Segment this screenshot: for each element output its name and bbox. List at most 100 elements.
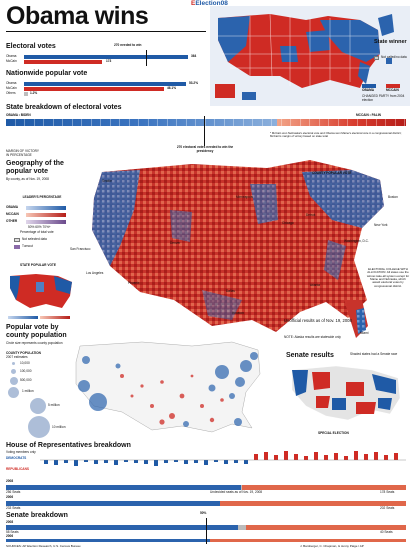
state-popular-label: STATE POPULAR VOTE — [20, 263, 57, 267]
geo-turnout-label: Turnout — [22, 244, 33, 248]
city-houston: Houston — [232, 311, 244, 315]
electoral-obama-value: 364 — [191, 54, 197, 58]
city-detroit: Detroit — [306, 213, 316, 217]
geo-pct: 50% 60% 70%+ — [28, 225, 51, 229]
brand-logo: EElection08 — [191, 0, 228, 7]
house-2006-right: 202 Seats — [380, 506, 395, 510]
county-vote-map — [92, 160, 384, 338]
legend-mccain-label: MCCAIN — [386, 88, 399, 92]
popular-obama-value: 53.2% — [189, 81, 199, 85]
popular-others-value: 1.2% — [30, 91, 38, 95]
house-heading: House of Representatives breakdown — [6, 442, 131, 449]
popular-mccain-label: McCain — [6, 86, 17, 90]
city-chicago: Chicago — [282, 221, 294, 225]
statebreak-note: * McCain won Nebraska's electoral vote a… — [270, 131, 402, 139]
senate-break-pct: 50% — [200, 511, 207, 515]
electoral-obama-label: Obama — [6, 54, 17, 58]
size-5m-label: 5 million — [48, 403, 60, 407]
popular-mccain-bar — [24, 87, 164, 91]
county-pop-year: 2007 estimates — [6, 355, 28, 359]
city-washington: Washington, D.C. — [344, 239, 369, 243]
size-key-10k — [12, 362, 15, 365]
city-new-york: New York — [374, 223, 388, 227]
house-2006-year: 2006 — [6, 495, 14, 499]
geo-mccain-label: MCCAIN — [6, 212, 19, 216]
house-rep-label: REPUBLICANS — [6, 467, 30, 471]
statebreak-right-label: MCCAIN • PALIN — [356, 113, 381, 117]
size-key-10m — [28, 416, 50, 438]
senate-2008-year: 2008 — [6, 520, 14, 524]
geo-nodata-label: Not selected data — [22, 237, 47, 241]
changed-party-label: CHANGED PARTY from 2004 election — [362, 94, 405, 102]
electoral-heading: Electoral votes — [6, 43, 56, 50]
electoral-obama-bar — [24, 55, 188, 59]
geo-other-label: OTHER — [6, 219, 18, 223]
geo-other-scale — [26, 220, 66, 224]
city-seattle: Seattle — [102, 179, 112, 183]
legend-not-called-label: Not called/no data — [381, 55, 407, 59]
house-dem-label: DEMOCRATS — [6, 456, 27, 460]
senate-2008-left: 58 Seats — [6, 530, 19, 534]
house-2006-bar — [6, 501, 406, 506]
state-popular-scale-mccain — [40, 316, 70, 319]
geo-nodata-swatch — [14, 238, 20, 242]
city-phoenix: Phoenix — [128, 281, 140, 285]
house-2008-year: 2008 — [6, 479, 14, 483]
popular-heading: Nationwide popular vote — [6, 70, 88, 77]
geo-county-popular-label: COUNTY POPULAR VOTE — [312, 171, 352, 175]
state-popular-scale-obama — [8, 316, 38, 319]
senate-2008-right: 40 Seats — [380, 530, 393, 534]
geo-obama-scale — [26, 206, 66, 210]
county-pop-sub: Circle size represents county population — [6, 341, 63, 345]
senate-2006-year: 2006 — [6, 534, 14, 538]
footer-sources: SOURCES: AP Election Research, U.S. Cens… — [6, 544, 81, 548]
geo-sub: By county, as of Nov. 19, 2008 — [6, 177, 49, 181]
statebreak-margin2: IN PERCENTAGE — [6, 153, 32, 157]
statebreak-270-line — [204, 116, 205, 146]
geo-obama-label: OBAMA — [6, 205, 19, 209]
geo-heading: Geography of the popular vote — [6, 160, 64, 175]
house-2008-left: 256 Seats — [6, 490, 21, 494]
city-denver: Denver — [170, 241, 181, 245]
size-500k-label: 500,000 — [20, 378, 32, 382]
state-winner-map — [210, 6, 410, 106]
geo-mccain-scale — [26, 213, 66, 217]
unofficial-note: NOTE: Alaska results are statewide only — [284, 335, 341, 339]
city-atlanta: Atlanta — [310, 283, 320, 287]
college-note: ELECTORAL COLLEGE WITH ALLOCATION: All s… — [366, 267, 410, 288]
city-dallas: Dallas — [226, 289, 235, 293]
senate-2006-bar — [6, 539, 406, 542]
size-1m-label: 1 million — [22, 389, 34, 393]
geo-leader-label: LEADER'S PERCENTAGE — [22, 195, 62, 199]
county-pop-label: COUNTY POPULATION — [6, 351, 41, 355]
senate-2008-bar — [6, 525, 406, 530]
size-key-100k — [11, 369, 16, 374]
electoral-270-line — [146, 50, 147, 66]
house-2008-bar — [6, 485, 406, 490]
statebreak-needed: 270 electoral votes needed to win the pr… — [176, 145, 234, 153]
state-winner-heading: State winner — [374, 39, 407, 45]
house-2008-right: 178 Seats — [380, 490, 395, 494]
legend-not-called-swatch — [374, 56, 379, 60]
state-popular-map — [10, 274, 72, 308]
legend-obama-swatch — [362, 84, 376, 88]
electoral-mccain-label: McCain — [6, 59, 17, 63]
statebreak-margin: MARGIN OF VICTORY — [6, 149, 39, 153]
page-title: Obama wins — [6, 2, 149, 30]
statebreak-heading: State breakdown of electoral votes — [6, 104, 122, 111]
county-pop-heading: Popular vote by county population — [6, 324, 67, 339]
popular-mccain-value: 46.1% — [167, 86, 177, 90]
size-10k-label: 10,000 — [20, 361, 30, 365]
popular-obama-bar — [24, 82, 186, 86]
senate-sub: Shaded states had a Senate race — [350, 352, 398, 356]
city-los-angeles: Los Angeles — [86, 271, 104, 275]
senate-heading: Senate results — [286, 352, 334, 359]
city-miami: Miami — [360, 331, 369, 335]
senate-break-heading: Senate breakdown — [6, 512, 68, 519]
electoral-mccain-bar — [24, 60, 102, 64]
geo-pct-label: Percentage of total vote — [20, 230, 54, 234]
electoral-mccain-value: 173 — [106, 59, 112, 63]
size-100k-label: 100,000 — [20, 369, 32, 373]
statebreak-ticks — [6, 119, 406, 126]
house-sub: Voting members only — [6, 450, 36, 454]
